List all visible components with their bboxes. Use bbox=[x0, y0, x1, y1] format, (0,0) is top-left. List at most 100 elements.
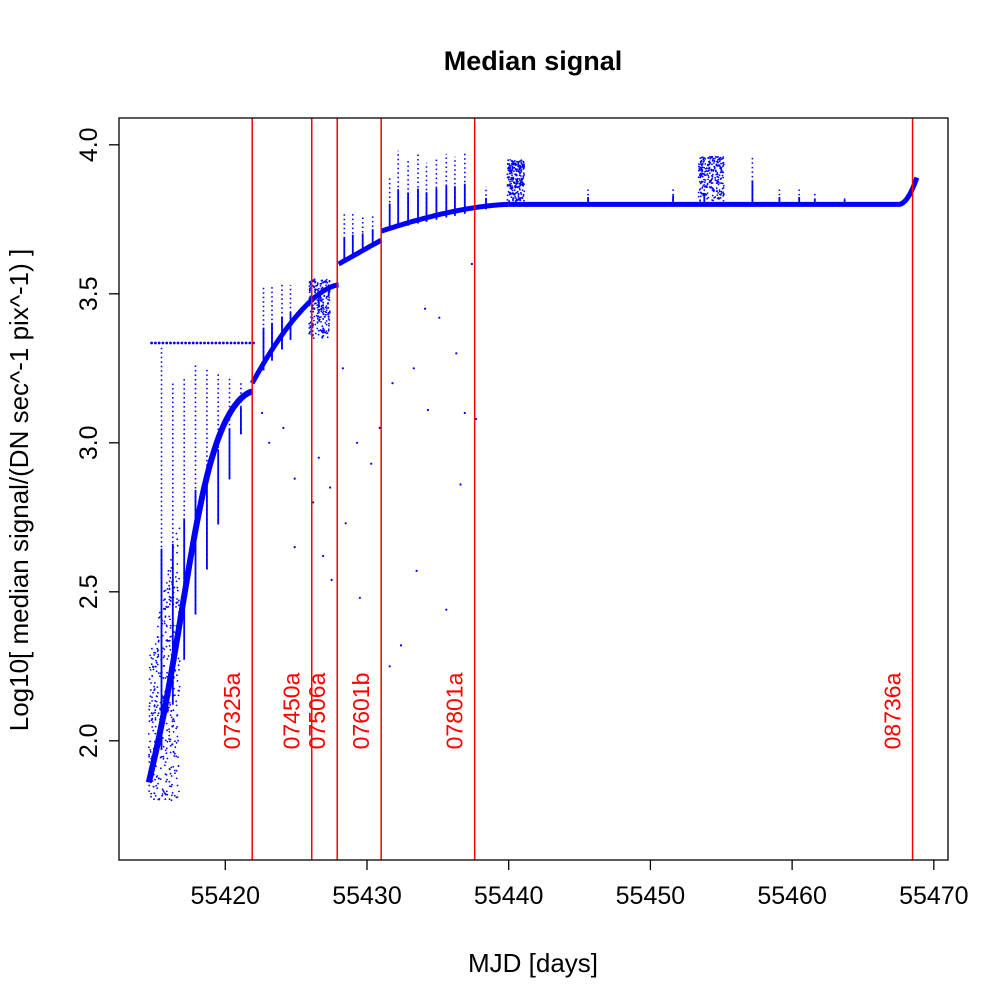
cluster-point bbox=[322, 327, 324, 330]
data-point bbox=[170, 671, 173, 673]
data-point bbox=[162, 737, 164, 739]
data-point bbox=[154, 741, 157, 743]
data-point bbox=[176, 589, 179, 592]
cluster-point bbox=[522, 172, 525, 175]
cluster-point bbox=[315, 302, 317, 305]
cluster-point bbox=[511, 174, 513, 177]
data-point bbox=[165, 722, 168, 725]
data-point bbox=[168, 798, 171, 800]
cluster-point bbox=[717, 183, 720, 186]
cluster-point bbox=[709, 155, 711, 158]
cluster-point bbox=[519, 188, 521, 191]
data-point bbox=[166, 740, 169, 743]
data-point bbox=[154, 652, 157, 654]
cluster-point bbox=[325, 313, 327, 316]
cluster-point bbox=[711, 160, 714, 162]
cluster-point bbox=[516, 168, 519, 171]
data-point bbox=[168, 728, 171, 730]
data-point bbox=[163, 704, 165, 707]
outlier-point bbox=[412, 367, 415, 370]
data-point bbox=[177, 694, 180, 697]
data-point bbox=[162, 697, 165, 700]
cluster-point bbox=[319, 295, 322, 297]
cluster-point bbox=[325, 330, 328, 333]
data-point bbox=[172, 718, 174, 721]
data-point bbox=[148, 715, 151, 717]
data-point bbox=[178, 620, 181, 623]
plateau-point bbox=[248, 341, 252, 345]
cluster-point bbox=[704, 181, 706, 184]
data-point bbox=[164, 589, 167, 592]
data-point bbox=[166, 704, 169, 706]
data-point bbox=[175, 769, 178, 772]
data-points bbox=[145, 150, 920, 802]
cluster-point bbox=[316, 317, 319, 320]
cluster-point bbox=[323, 308, 325, 310]
y-tick-label: 2.0 bbox=[75, 723, 103, 758]
cluster-point bbox=[722, 156, 725, 159]
cluster-point bbox=[327, 285, 330, 288]
cluster-point bbox=[517, 165, 519, 168]
cluster-point bbox=[516, 178, 518, 181]
cluster-point bbox=[513, 193, 516, 196]
plateau-point bbox=[225, 341, 229, 345]
cluster-point bbox=[319, 283, 322, 285]
cluster-point bbox=[313, 315, 316, 318]
data-point bbox=[162, 724, 165, 726]
cluster-point bbox=[517, 162, 520, 165]
data-point bbox=[175, 777, 178, 780]
data-point bbox=[176, 598, 178, 600]
plateau-point bbox=[244, 341, 248, 345]
cluster-point bbox=[520, 169, 523, 171]
cluster-point bbox=[511, 180, 513, 183]
data-point bbox=[149, 654, 152, 657]
data-point bbox=[153, 654, 156, 656]
cluster-point bbox=[718, 190, 721, 193]
data-point bbox=[173, 720, 176, 723]
cluster-point bbox=[318, 309, 320, 311]
cluster-point bbox=[707, 167, 710, 170]
data-point bbox=[162, 647, 164, 649]
plateau-point bbox=[222, 341, 225, 345]
data-point bbox=[173, 794, 176, 797]
data-point bbox=[173, 755, 176, 757]
cluster-point bbox=[711, 189, 714, 192]
cluster-point bbox=[316, 304, 318, 306]
cluster-point bbox=[716, 194, 719, 197]
cluster-point bbox=[718, 164, 721, 167]
data-point bbox=[165, 605, 168, 608]
cluster-point bbox=[721, 187, 724, 190]
plateau-point bbox=[165, 341, 169, 345]
cluster-point bbox=[722, 192, 725, 195]
cluster-point bbox=[316, 289, 319, 292]
vertical-line-label: 07601b bbox=[348, 673, 374, 750]
data-point bbox=[175, 532, 178, 535]
cluster-point bbox=[321, 311, 324, 314]
data-point bbox=[166, 658, 169, 660]
cluster-point bbox=[708, 186, 711, 188]
data-point bbox=[173, 631, 176, 633]
cluster-point bbox=[699, 176, 702, 178]
data-point bbox=[154, 732, 157, 735]
cluster-point bbox=[720, 162, 722, 165]
data-point bbox=[151, 700, 154, 702]
data-point bbox=[164, 690, 167, 693]
data-point bbox=[158, 727, 161, 730]
cluster-point bbox=[325, 311, 328, 314]
cluster-point bbox=[317, 333, 320, 336]
data-point bbox=[154, 682, 156, 684]
data-point bbox=[159, 756, 162, 759]
cluster-point bbox=[522, 184, 524, 187]
data-point bbox=[169, 744, 172, 747]
cluster-point bbox=[314, 323, 317, 326]
data-point bbox=[148, 708, 151, 711]
data-point bbox=[150, 795, 152, 798]
cluster-point bbox=[518, 168, 521, 171]
data-point bbox=[164, 749, 167, 752]
cluster-point bbox=[698, 163, 700, 166]
data-point bbox=[178, 685, 181, 688]
vertical-line-label: 07506a bbox=[304, 672, 330, 749]
cluster-point bbox=[517, 195, 520, 198]
data-point bbox=[178, 611, 180, 614]
data-point bbox=[157, 639, 160, 642]
